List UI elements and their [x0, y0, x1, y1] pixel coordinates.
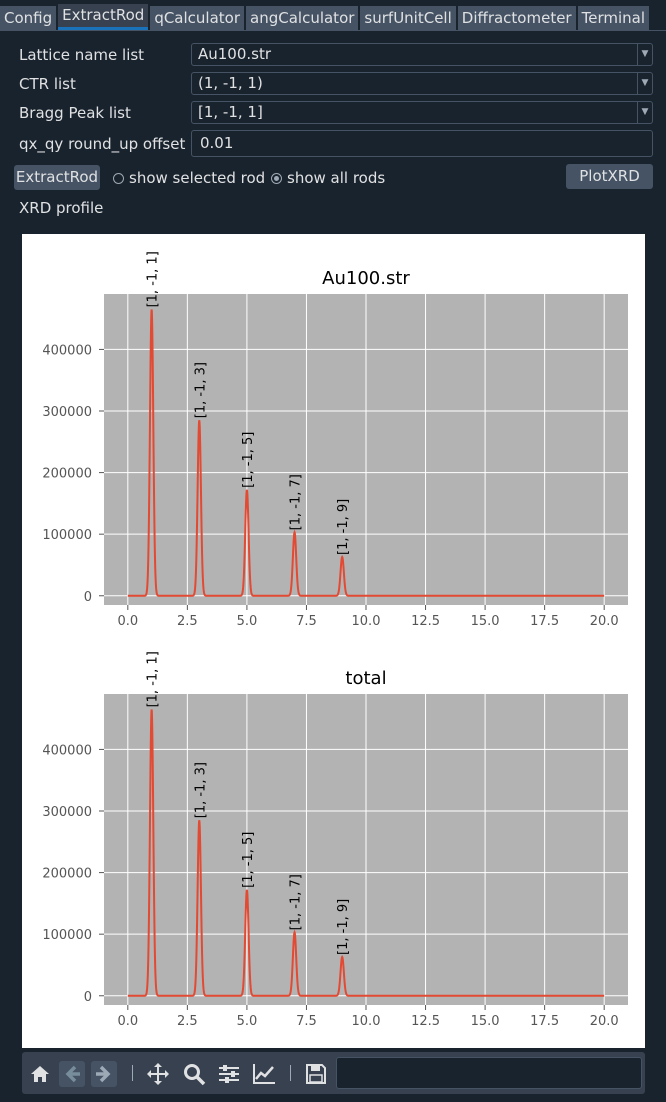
chevron-down-icon[interactable]: ▼ — [637, 44, 652, 65]
extractrod-button[interactable]: ExtractRod — [14, 165, 100, 190]
edit-axis-icon[interactable] — [251, 1061, 277, 1087]
forward-arrow-icon[interactable] — [91, 1061, 117, 1087]
x-tick-label: 17.5 — [530, 614, 559, 629]
radio-show-selected-rod[interactable]: show selected rod — [113, 168, 265, 188]
x-tick-label: 10.0 — [352, 614, 381, 629]
ctr-combo[interactable]: (1, -1, 1) ▼ — [191, 72, 653, 95]
y-tick-label: 300000 — [42, 805, 92, 820]
tab-divider — [0, 30, 666, 31]
home-icon[interactable] — [27, 1061, 53, 1087]
peak-label: [1, -1, 1] — [146, 251, 161, 307]
ctr-label: CTR list — [19, 75, 76, 93]
x-tick-label: 17.5 — [530, 1014, 559, 1029]
x-tick-label: 15.0 — [471, 614, 500, 629]
save-icon[interactable] — [303, 1061, 329, 1087]
y-tick-label: 100000 — [42, 928, 92, 943]
radio-indicator[interactable] — [113, 172, 124, 184]
tab-angcalculator[interactable]: angCalculator — [246, 6, 359, 30]
y-tick-label: 200000 — [42, 467, 92, 482]
zoom-icon[interactable] — [181, 1061, 207, 1087]
toolbar-separator — [290, 1065, 291, 1081]
offset-input-value: 0.01 — [200, 134, 234, 152]
ctr-combo-value: (1, -1, 1) — [198, 74, 263, 92]
x-tick-label: 10.0 — [352, 1014, 381, 1029]
tab-extractrod[interactable]: ExtractRod — [58, 4, 149, 30]
x-tick-label: 0.0 — [117, 614, 138, 629]
tab-qcalculator[interactable]: qCalculator — [150, 6, 245, 30]
plot-canvas[interactable]: 0.0 2.5 5.0 7.5 10.0 12.5 15.0 17.5 20.0 0 100000 2… — [22, 234, 645, 1048]
y-tick-label: 400000 — [42, 743, 92, 758]
pan-icon[interactable] — [145, 1061, 171, 1087]
back-arrow-icon[interactable] — [59, 1061, 85, 1087]
xrd-profile-line — [127, 709, 605, 997]
radio-indicator-checked[interactable] — [271, 172, 282, 184]
tab-diffractometer[interactable]: Diffractometer — [457, 6, 576, 30]
xrd-profile-line — [127, 309, 605, 597]
y-tick-label: 0 — [84, 990, 92, 1005]
peak-label: [1, -1, 9] — [336, 499, 351, 555]
peak-label: [1, -1, 7] — [289, 474, 304, 530]
bragg-combo-value: [1, -1, 1] — [198, 103, 263, 121]
x-tick-label: 12.5 — [411, 614, 440, 629]
peak-label: [1, -1, 9] — [336, 899, 351, 955]
chart-title: Au100.str — [322, 268, 410, 289]
x-tick-label: 5.0 — [237, 614, 258, 629]
x-tick-label: 12.5 — [411, 1014, 440, 1029]
bragg-combo[interactable]: [1, -1, 1] ▼ — [191, 101, 653, 124]
lattice-combo-value: Au100.str — [198, 45, 272, 63]
lattice-combo[interactable]: Au100.str ▼ — [191, 43, 653, 66]
peak-label: [1, -1, 3] — [193, 762, 208, 818]
x-tick-label: 0.0 — [117, 1014, 138, 1029]
y-tick-label: 300000 — [42, 405, 92, 420]
peak-label: [1, -1, 7] — [289, 874, 304, 930]
x-tick-label: 5.0 — [237, 1014, 258, 1029]
x-tick-label: 7.5 — [296, 614, 317, 629]
lattice-label: Lattice name list — [19, 46, 145, 64]
tab-terminal[interactable]: Terminal — [577, 6, 650, 30]
toolbar-message-box — [336, 1057, 642, 1089]
bragg-label: Bragg Peak list — [19, 104, 131, 122]
x-tick-label: 2.5 — [177, 1014, 198, 1029]
x-tick-label: 20.0 — [590, 614, 619, 629]
y-tick-label: 100000 — [42, 528, 92, 543]
peak-label: [1, -1, 5] — [241, 432, 256, 488]
radio-show-all-label: show all rods — [287, 169, 386, 187]
plot-toolbar — [22, 1052, 645, 1094]
y-tick-label: 200000 — [42, 867, 92, 882]
tab-bar: Config ExtractRod qCalculator angCalcula… — [0, 4, 666, 30]
x-tick-label: 20.0 — [590, 1014, 619, 1029]
radio-show-all-rods[interactable]: show all rods — [271, 168, 385, 188]
chevron-down-icon[interactable]: ▼ — [637, 73, 652, 94]
chart-title: total — [345, 668, 386, 689]
tab-config[interactable]: Config — [0, 6, 57, 30]
chevron-down-icon[interactable]: ▼ — [637, 102, 652, 123]
peak-label: [1, -1, 5] — [241, 832, 256, 888]
y-tick-label: 0 — [84, 590, 92, 605]
x-tick-label: 7.5 — [296, 1014, 317, 1029]
x-tick-label: 2.5 — [177, 614, 198, 629]
toolbar-separator — [132, 1065, 133, 1081]
xrd-chart-svg: 0.0 2.5 5.0 7.5 10.0 12.5 15.0 17.5 20.0 0 100000 2… — [42, 251, 628, 1029]
tab-surfunitcell[interactable]: surfUnitCell — [360, 6, 456, 30]
offset-label: qx_qy round_up offset — [19, 135, 186, 153]
radio-show-selected-label: show selected rod — [129, 169, 266, 187]
y-tick-label: 400000 — [42, 343, 92, 358]
configure-subplots-icon[interactable] — [216, 1061, 242, 1087]
x-tick-label: 15.0 — [471, 1014, 500, 1029]
plotxrd-button[interactable]: PlotXRD — [566, 164, 653, 189]
peak-label: [1, -1, 1] — [146, 651, 161, 707]
offset-input[interactable]: 0.01 — [191, 130, 653, 157]
xrd-profile-label: XRD profile — [19, 199, 104, 217]
peak-label: [1, -1, 3] — [193, 362, 208, 418]
